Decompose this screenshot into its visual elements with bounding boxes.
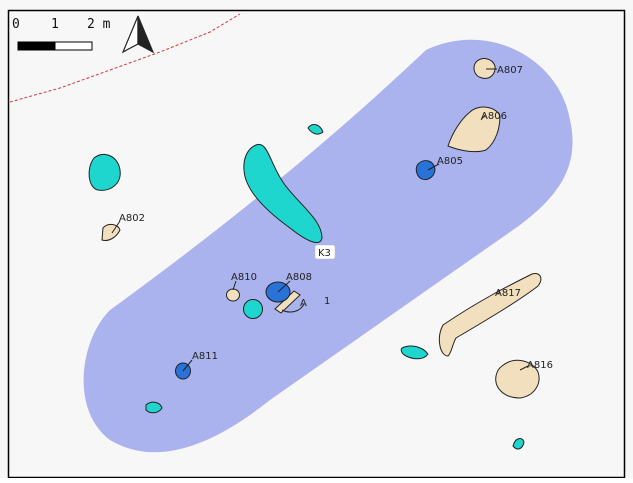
scale-segment-1 xyxy=(17,41,56,51)
scale-tick-1: 1 xyxy=(51,17,59,32)
scale-tick-0: 0 xyxy=(12,17,20,32)
label-a817: A817 xyxy=(495,288,521,299)
feature-a810[interactable] xyxy=(226,288,240,302)
feature-a807[interactable] xyxy=(473,58,496,79)
feature-cyan-southwest[interactable] xyxy=(145,401,163,414)
feature-cyan-southeast[interactable] xyxy=(512,438,525,450)
scale-bar: 0 1 2 m xyxy=(12,17,111,51)
label-k3: K3 xyxy=(318,248,331,259)
label-1: 1 xyxy=(324,296,330,307)
feature-k3[interactable] xyxy=(243,143,323,243)
label-k3-box xyxy=(314,244,336,260)
site-boundary-line xyxy=(9,13,241,103)
label-a805: A805 xyxy=(437,156,463,167)
feature-a805[interactable] xyxy=(415,160,436,181)
north-arrow-icon xyxy=(121,15,155,54)
label-a816: A816 xyxy=(527,360,553,371)
label-a802: A802 xyxy=(119,213,145,224)
feature-a816[interactable] xyxy=(495,359,540,399)
label-a807: A807 xyxy=(497,65,523,76)
feature-cyan-center[interactable] xyxy=(243,299,263,319)
feature-a806[interactable] xyxy=(447,106,501,153)
label-a808: A808 xyxy=(286,272,312,283)
label-a811: A811 xyxy=(192,351,218,362)
feature-cyan-east[interactable] xyxy=(400,345,429,360)
feature-a817[interactable] xyxy=(438,273,542,357)
label-leaders xyxy=(111,68,529,372)
scale-segment-2 xyxy=(54,41,93,51)
feature-cyan-small-north[interactable] xyxy=(307,124,324,135)
label-a810: A810 xyxy=(231,272,257,283)
label-a806: A806 xyxy=(481,111,507,122)
scale-tick-2: 2 m xyxy=(87,17,111,32)
label-a: A xyxy=(300,298,307,309)
feature-cyan-west[interactable] xyxy=(88,154,121,191)
